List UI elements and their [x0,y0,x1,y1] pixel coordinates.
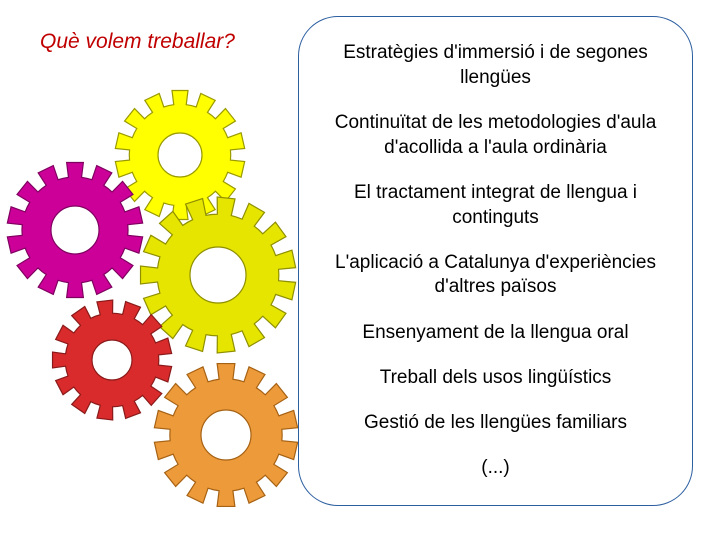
topic-item: Ensenyament de la llengua oral [362,321,628,346]
gear-icon [7,163,142,298]
topic-item: Estratègies d'immersió i de segones llen… [317,41,674,90]
gear-icon [154,364,297,507]
topic-item: Treball dels usos lingüístics [380,366,612,391]
gear-icon [141,197,296,353]
gear-icon [53,300,172,420]
topics-bubble: Estratègies d'immersió i de segones llen… [298,16,693,506]
topic-item: Gestió de les llengües familiars [364,411,627,436]
topic-item: (...) [481,456,510,481]
topic-item: L'aplicació a Catalunya d'experiències d… [317,251,674,300]
topic-item: El tractament integrat de llengua i cont… [317,181,674,230]
topic-item: Continuïtat de les metodologies d'aula d… [317,111,674,160]
